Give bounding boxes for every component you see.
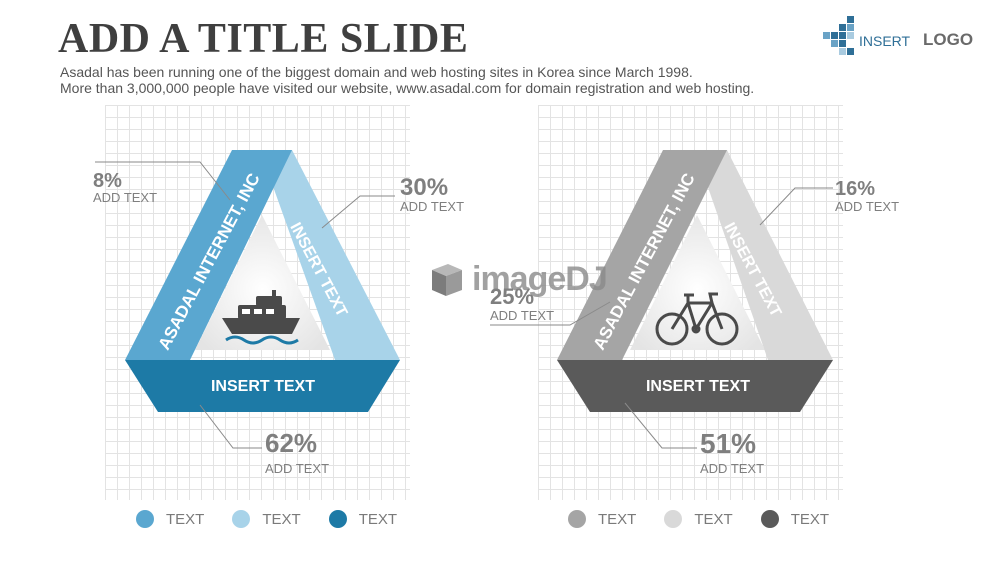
legend-dot xyxy=(136,510,154,528)
callout-value: 8% xyxy=(93,170,122,192)
subtitle-line-1: Asadal has been running one of the bigge… xyxy=(60,64,693,80)
callout-text: ADD TEXT xyxy=(265,461,330,476)
diagram-right: ASADAL INTERNET, INC INSERT TEXT INSERT … xyxy=(490,150,833,449)
logo-mosaic-icon xyxy=(823,16,854,55)
legend-dot xyxy=(760,510,779,528)
page-title: ADD A TITLE SLIDE xyxy=(58,16,469,62)
left-leader-30 xyxy=(321,195,395,229)
legend-item: TEXT xyxy=(232,510,301,528)
callout-value: 62% xyxy=(265,428,318,458)
right-segment-bottom-label: INSERT TEXT xyxy=(646,378,750,395)
callout-value: 25% xyxy=(490,284,535,309)
legend-label: TEXT xyxy=(358,510,398,528)
legend-dot xyxy=(568,510,586,528)
left-leader-8 xyxy=(95,161,231,201)
right-segment-bottom xyxy=(557,360,833,412)
legend-item: TEXT xyxy=(328,510,398,528)
callout-value: 51% xyxy=(700,428,757,459)
legend-label: TEXT xyxy=(790,510,830,528)
legend-dot xyxy=(664,510,683,528)
right-segment-right xyxy=(695,150,833,360)
left-segment-left xyxy=(125,150,292,360)
legend-item: TEXT xyxy=(136,510,204,528)
callout-text: ADD TEXT xyxy=(700,461,765,476)
callout-text: ADD TEXT xyxy=(400,199,465,214)
callout-value: 30% xyxy=(400,174,449,201)
legend-item: TEXT xyxy=(568,510,636,528)
legend-left: TEXT TEXT TEXT xyxy=(136,510,425,528)
callout-text: ADD TEXT xyxy=(93,190,158,205)
left-leader-62 xyxy=(199,404,262,449)
ship-icon xyxy=(222,290,300,345)
legend-label: TEXT xyxy=(598,510,637,528)
page-subtitle: Asadal has been running one of the bigge… xyxy=(60,64,754,96)
legend-item: TEXT xyxy=(760,510,830,528)
legend-right: TEXT TEXT TEXT xyxy=(568,510,857,528)
right-leader-51 xyxy=(624,402,697,449)
callout-text: ADD TEXT xyxy=(490,308,555,323)
watermark-cube-icon xyxy=(432,264,462,296)
legend-dot xyxy=(232,510,251,528)
callout-text: ADD TEXT xyxy=(835,199,900,214)
subtitle-line-2: More than 3,000,000 people have visited … xyxy=(60,80,755,96)
left-segment-bottom xyxy=(125,360,400,412)
legend-dot xyxy=(328,510,347,528)
bicycle-icon xyxy=(655,292,739,346)
left-segment-bottom-label: INSERT TEXT xyxy=(211,378,315,395)
callout-value: 16% xyxy=(835,178,876,200)
right-leader-25 xyxy=(490,301,611,326)
legend-item: TEXT xyxy=(664,510,733,528)
left-hole xyxy=(195,215,330,350)
logo: INSERT LOGO xyxy=(823,16,993,66)
logo-text: LOGO xyxy=(923,30,974,49)
watermark-text: imageDJ xyxy=(472,260,608,298)
logo-insert-text: INSERT xyxy=(859,33,911,49)
legend-label: TEXT xyxy=(166,510,205,528)
left-segment-right xyxy=(260,150,400,360)
legend-label: TEXT xyxy=(262,510,301,528)
legend-label: TEXT xyxy=(694,510,733,528)
right-leader-16 xyxy=(759,187,833,226)
